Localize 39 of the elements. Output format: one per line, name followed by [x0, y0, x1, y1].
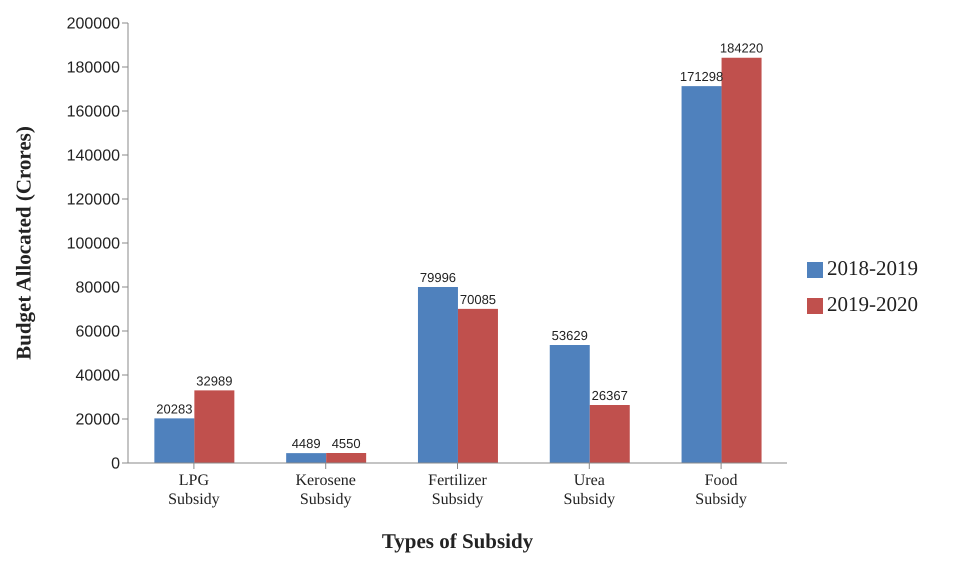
y-tick-label: 0: [111, 456, 120, 473]
data-label: 79996: [420, 270, 456, 286]
bar: [154, 418, 194, 463]
data-label: 4489: [292, 436, 321, 452]
bar: [590, 404, 630, 463]
legend-label: 2019-2020: [827, 292, 918, 316]
data-label: 4550: [332, 436, 361, 451]
y-tick-label: 80000: [76, 280, 120, 297]
y-axis-title: Budget Allocated (Crores): [11, 126, 36, 360]
data-label: 53629: [552, 328, 588, 344]
x-axis-title: Types of Subsidy: [382, 528, 534, 553]
legend-label: 2018-2019: [827, 256, 918, 280]
y-tick-label: 200000: [66, 16, 120, 33]
x-tick-label: Urea Subsidy: [564, 472, 616, 508]
y-tick-label: 140000: [66, 148, 120, 165]
x-tick-label: Food Subsidy: [695, 472, 747, 508]
x-tick-label: Kerosene Subsidy: [295, 472, 356, 508]
y-tick-label: 60000: [76, 324, 120, 341]
bar: [286, 453, 326, 463]
data-label: 70085: [460, 292, 496, 307]
y-tick-label: 160000: [66, 104, 120, 121]
data-label: 32989: [196, 373, 232, 388]
y-tick-label: 180000: [66, 60, 120, 77]
data-label: 184220: [720, 40, 764, 56]
bar: [550, 345, 590, 463]
bar: [458, 308, 498, 463]
bar: [722, 58, 762, 463]
bar: [418, 287, 458, 463]
y-tick-label: 40000: [76, 368, 120, 385]
data-label: 20283: [156, 401, 192, 416]
data-label: 26367: [592, 388, 628, 403]
y-tick-label: 20000: [76, 412, 120, 429]
x-tick-label: Fertilizer Subsidy: [428, 472, 488, 508]
bar: [326, 452, 366, 463]
y-tick-label: 120000: [66, 192, 120, 209]
x-tick-label: LPG Subsidy: [168, 472, 220, 508]
y-tick-label: 100000: [66, 236, 120, 253]
bar: [194, 390, 234, 463]
bar: [682, 86, 722, 463]
